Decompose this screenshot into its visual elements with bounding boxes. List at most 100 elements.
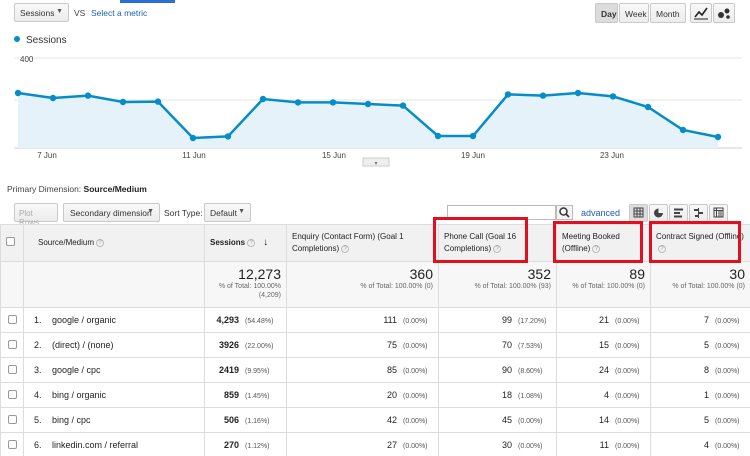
enquiry-value: 27 [386,440,397,450]
motion-chart-button[interactable] [713,3,735,23]
metric-dropdown-label: Sessions [20,8,55,18]
data-point[interactable] [119,98,127,106]
table-row[interactable]: 2. (direct) / (none) 3926 (22.00%) 75 (0.00%)… [0,332,750,358]
data-point[interactable] [434,132,442,140]
data-point[interactable] [399,102,407,109]
select-metric-link[interactable]: Select a metric [91,8,148,18]
row-checkbox-cell[interactable] [0,407,24,433]
row-checkbox[interactable] [7,314,17,324]
granularity-week-button[interactable]: Week [619,3,649,23]
select-all-checkbox[interactable] [6,236,15,246]
performance-view-button[interactable] [669,204,688,222]
granularity-day-button[interactable]: Day [595,3,618,23]
row-checkbox-cell[interactable] [0,357,24,383]
table-row[interactable]: 5. bing / cpc 506 (1.16%) 42 (0.00%) 45 (0.00%)… [0,407,750,433]
highlight-phone-call [433,217,528,263]
enquiry-cell: 20 (0.00%) [286,382,439,408]
data-point[interactable] [714,133,722,141]
data-point[interactable] [364,100,372,108]
data-point[interactable] [469,132,477,140]
source-link[interactable]: google / cpc [52,365,101,375]
table-row[interactable]: 6. linkedin.com / referral 270 (1.12%) 27 (0.… [0,432,750,456]
row-checkbox[interactable] [7,339,17,349]
data-point[interactable] [574,89,582,97]
advanced-filter-link[interactable]: advanced [581,208,621,218]
data-point[interactable] [504,91,512,98]
data-point[interactable] [49,94,57,102]
metric-dropdown[interactable]: Sessions ▼ [14,3,69,22]
source-link[interactable]: linkedin.com / referral [52,440,139,450]
header-phone-call[interactable]: Phone Call (Goal 16 Completions)? [438,224,557,262]
header-contract-signed[interactable]: Contract Signed (Offline)? [650,224,750,262]
primary-dimension-value[interactable]: Source/Medium [83,184,147,194]
data-point[interactable] [539,92,547,99]
data-point[interactable] [609,93,617,100]
plot-rows-button[interactable]: Plot Rows [14,203,58,227]
pie-view-button[interactable] [649,204,668,222]
data-point[interactable] [224,133,232,140]
row-checkbox-cell[interactable] [0,432,24,456]
row-checkbox-cell[interactable] [0,382,24,408]
totals-contract: 30% of Total: 100.00% (0) [650,261,750,308]
data-point[interactable] [329,99,337,106]
header-meeting-booked[interactable]: Meeting Booked (Offline)? [556,224,651,262]
header-source-label: Source/Medium [38,238,95,247]
select-all-cell[interactable] [0,224,24,262]
pie-chart-icon [654,208,663,218]
source-link[interactable]: bing / cpc [52,415,91,425]
header-enquiry[interactable]: Enquiry (Contact Form) (Goal 1 Completio… [286,224,439,262]
data-point[interactable] [679,126,687,134]
row-checkbox[interactable] [7,364,17,374]
help-icon[interactable]: ? [247,239,256,247]
help-icon[interactable]: ? [658,245,666,253]
contract-pct: (0.00%) [715,368,740,375]
data-point[interactable] [644,103,652,111]
source-link[interactable]: (direct) / (none) [52,340,114,350]
data-point[interactable] [154,98,162,105]
row-checkbox[interactable] [7,439,17,449]
table-row[interactable]: 1. google / organic 4,293 (54.48%) 111 (0.00%… [0,307,750,333]
header-sessions[interactable]: Sessions? ↓ [204,224,287,262]
help-icon[interactable]: ? [493,245,502,253]
table-body: 1. google / organic 4,293 (54.48%) 111 (0.00%… [0,307,750,456]
sessions-cell: 270 (1.12%) [204,432,287,456]
row-checkbox-cell[interactable] [0,332,24,358]
data-point[interactable] [84,92,92,99]
row-checkbox-cell[interactable] [0,307,24,333]
table-view-button[interactable] [629,204,648,222]
totals-row: 12,273% of Total: 100.00% (4,209) 360% of… [0,261,750,308]
header-source-medium[interactable]: Source/Medium? [23,224,205,262]
line-chart-button[interactable] [690,3,712,23]
source-link[interactable]: google / organic [52,315,117,325]
contract-value: 1 [703,390,709,400]
row-index: 6. [34,440,42,450]
row-checkbox[interactable] [7,389,17,399]
highlight-contract-signed [649,221,741,263]
data-point[interactable] [294,99,302,106]
search-button[interactable] [556,205,573,220]
source-cell: 2. (direct) / (none) [23,332,205,358]
granularity-month-button[interactable]: Month [650,3,686,23]
source-link[interactable]: bing / organic [52,390,107,400]
row-checkbox[interactable] [7,414,17,424]
help-icon[interactable]: ? [341,245,350,253]
pivot-view-button[interactable] [709,204,728,222]
data-point[interactable] [189,134,197,142]
chart-resize-handle[interactable] [362,157,390,167]
meeting-cell: 21 (0.00%) [556,307,651,333]
y-tick-label: 400 [20,55,34,64]
x-tick-label: 19 Jun [461,151,485,160]
meeting-value: 15 [598,340,609,350]
meeting-value: 4 [603,390,609,400]
contract-cell: 1 (0.00%) [650,382,750,408]
table-row[interactable]: 4. bing / organic 859 (1.45%) 20 (0.00%) 18 (1.… [0,382,750,408]
comparison-view-button[interactable] [689,204,708,222]
help-icon[interactable]: ? [96,239,105,247]
sort-type-dropdown[interactable]: Default ▼ [204,203,251,222]
table-row[interactable]: 3. google / cpc 2419 (9.95%) 85 (0.00%) 90 (8.6… [0,357,750,383]
secondary-dimension-dropdown[interactable]: Secondary dimension ▼ [63,203,160,222]
data-point[interactable] [14,89,22,97]
meeting-pct: (0.00%) [615,368,640,375]
help-icon[interactable]: ? [592,245,601,253]
data-point[interactable] [259,95,267,103]
